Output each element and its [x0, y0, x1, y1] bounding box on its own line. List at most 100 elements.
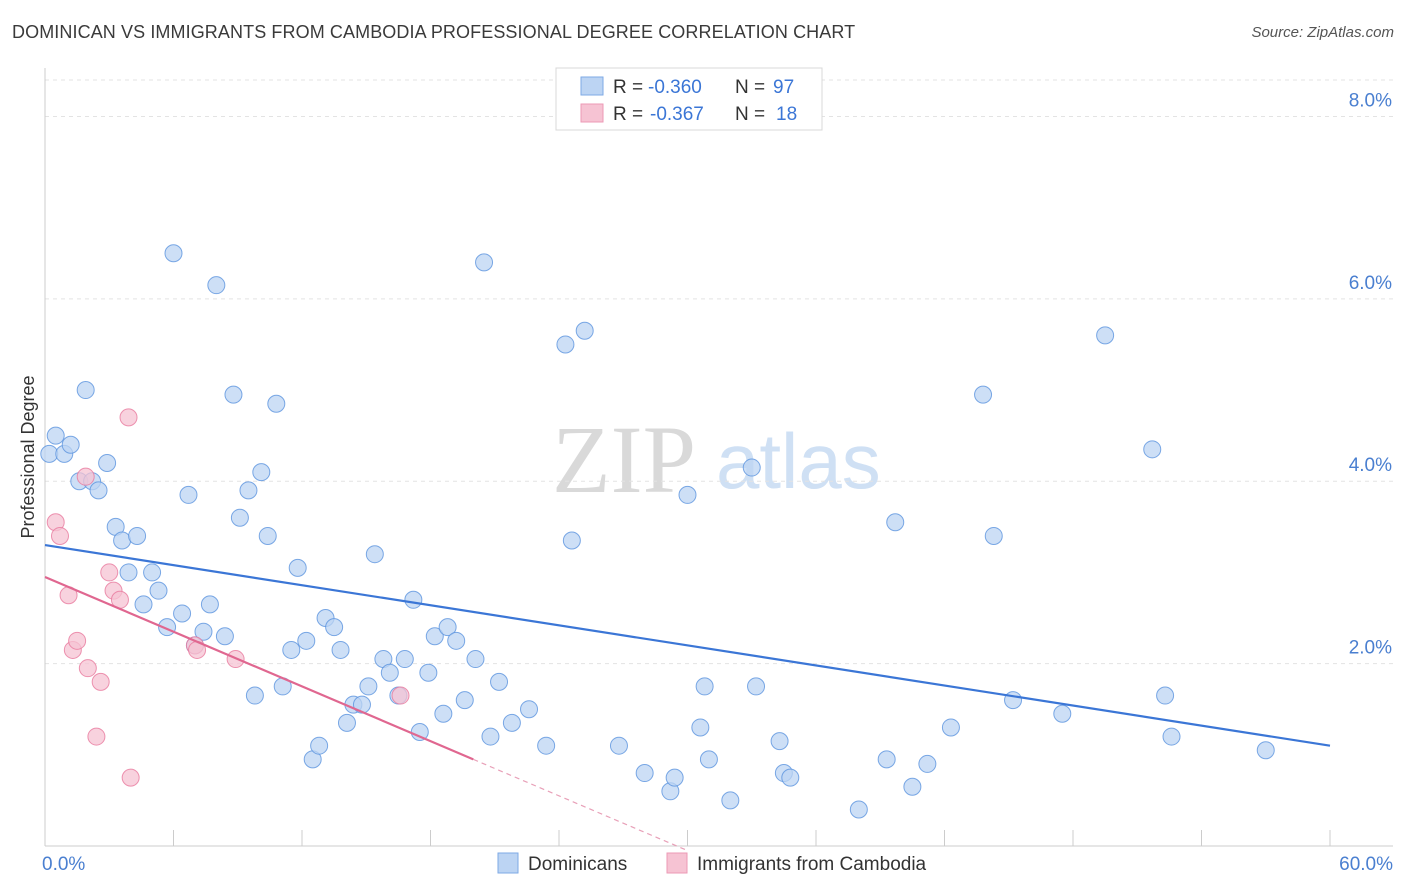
dominicans-point-60: [481, 727, 500, 746]
dominicans-point-24: [215, 627, 234, 646]
dominicans-point-7: [89, 481, 108, 500]
legend-r-value-2: -0.367: [650, 104, 704, 125]
dominicans-point-63: [520, 700, 539, 719]
source-label: Source: ZipAtlas.com: [1251, 24, 1394, 41]
cambodia-point-17: [391, 686, 410, 705]
dominicans-point-35: [297, 631, 316, 650]
cambodia-point-1: [50, 526, 69, 545]
bottom-legend: Dominicans Immigrants from Cambodia: [497, 852, 927, 875]
dominicans-point-50: [404, 590, 423, 609]
dominicans-point-3: [61, 435, 80, 454]
dominicans-point-37: [310, 736, 329, 755]
dominicans-point-89: [984, 526, 1003, 545]
trend-lines: [44, 543, 1331, 852]
y-tick-label-0: 2.0%: [1349, 638, 1392, 659]
x-tick-labels: 0.0% 60.0%: [42, 854, 1393, 875]
dominicans-point-30: [258, 526, 277, 545]
dominicans-point-65: [556, 335, 575, 354]
dominicans-point-71: [665, 768, 684, 787]
dominicans-point-11: [119, 563, 138, 582]
legend-r-label-2: R =: [613, 104, 643, 125]
y-tick-label-2: 6.0%: [1349, 273, 1392, 294]
dominicans-point-95: [1162, 727, 1181, 746]
dominicans-point-25: [224, 385, 243, 404]
dominicans-point-68: [609, 736, 628, 755]
dominicans-point-12: [128, 526, 147, 545]
dominicans-point-73: [691, 718, 710, 737]
dominicans-point-45: [365, 545, 384, 564]
dominicans-point-31: [267, 394, 286, 413]
legend-r-label-1: R =: [613, 77, 643, 98]
dominicans-point-15: [149, 581, 168, 600]
cambodia-point-12: [119, 408, 138, 427]
watermark-zip: ZIP: [552, 406, 696, 513]
dominicans-point-88: [974, 385, 993, 404]
dominicans-point-1: [46, 426, 65, 445]
dominicans-point-82: [849, 800, 868, 819]
y-tick-labels: 2.0% 4.0% 6.0% 8.0%: [1349, 90, 1392, 658]
dominicans-point-19: [179, 485, 198, 504]
dominicans-point-49: [395, 650, 414, 669]
y-tick-label-1: 4.0%: [1349, 455, 1392, 476]
dominicans-point-66: [562, 531, 581, 550]
dominicans-point-67: [575, 321, 594, 340]
dominicans-point-91: [1053, 704, 1072, 723]
dominicans-point-17: [164, 244, 183, 263]
dominicans-point-41: [337, 713, 356, 732]
dominicans-point-22: [200, 595, 219, 614]
cambodia-point-7: [87, 727, 106, 746]
trend-line-dominicans: [44, 543, 1331, 747]
dominicans-point-40: [331, 640, 350, 659]
dominicans-point-57: [455, 691, 474, 710]
dominicans-point-84: [886, 513, 905, 532]
bottom-legend-swatch-cambodia: [666, 852, 688, 874]
legend-n-label-1: N =: [735, 77, 765, 98]
dominicans-point-23: [207, 276, 226, 295]
legend-r-value-1: -0.360: [648, 77, 702, 98]
dominicans-point-56: [447, 631, 466, 650]
x-tick-label-0: 0.0%: [42, 854, 85, 875]
dominicans-point-74: [695, 677, 714, 696]
cambodia-point-5: [76, 467, 95, 486]
legend-n-label-2: N =: [735, 104, 765, 125]
dominicans-point-21: [194, 622, 213, 641]
dominicans-point-10: [113, 531, 132, 550]
dominicans-point-34: [288, 558, 307, 577]
cambodia-point-4: [68, 631, 87, 650]
dominicans-point-64: [537, 736, 556, 755]
legend-swatch-dominicans: [580, 76, 604, 96]
dominicans-point-83: [877, 750, 896, 769]
cambodia-point-6: [78, 659, 97, 678]
dominicans-point-27: [239, 481, 258, 500]
dominicans-point-85: [903, 777, 922, 796]
dominicans-point-58: [466, 650, 485, 669]
dominicans-point-76: [721, 791, 740, 810]
dominicans-point-94: [1156, 686, 1175, 705]
y-axis-label: Professional Degree: [18, 375, 38, 538]
watermark-atlas: atlas: [716, 417, 881, 505]
cambodia-point-9: [100, 563, 119, 582]
dominicans-point-72: [678, 485, 697, 504]
dominicans-point-55: [438, 618, 457, 637]
dominicans-point-69: [635, 764, 654, 783]
chart-title: DOMINICAN VS IMMIGRANTS FROM CAMBODIA PR…: [12, 22, 856, 42]
dominicans-point-87: [941, 718, 960, 737]
cambodia-point-13: [121, 768, 140, 787]
dominicans-point-62: [502, 713, 521, 732]
dominicans-point-33: [282, 640, 301, 659]
dominicans-point-59: [475, 253, 494, 272]
dominicans-point-13: [134, 595, 153, 614]
cambodia-points: [46, 408, 410, 787]
dominicans-point-18: [173, 604, 192, 623]
dominicans-point-53: [425, 627, 444, 646]
dominicans-point-47: [380, 663, 399, 682]
dominicans-point-61: [490, 672, 509, 691]
y-tick-label-3: 8.0%: [1349, 90, 1392, 111]
dominicans-point-54: [434, 704, 453, 723]
dominicans-point-28: [245, 686, 264, 705]
legend-swatch-cambodia: [580, 103, 604, 123]
legend-n-value-2: 18: [776, 104, 797, 125]
legend-n-value-1: 97: [773, 77, 794, 98]
dominicans-point-75: [699, 750, 718, 769]
